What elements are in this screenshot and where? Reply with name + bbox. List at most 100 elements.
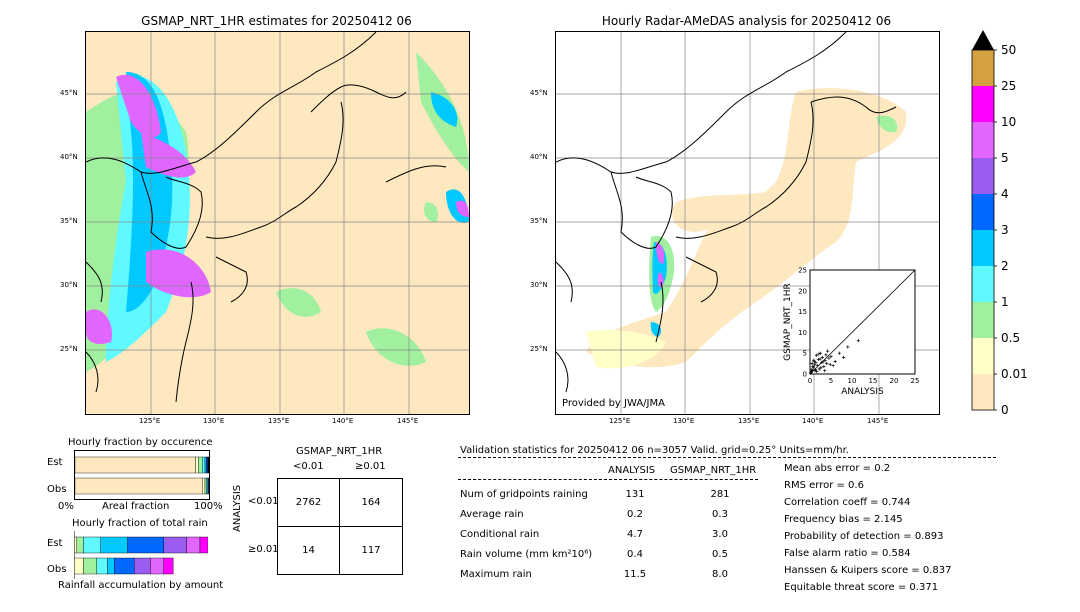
score-pod: Probability of detection = 0.893 (784, 531, 944, 542)
contingency-cell-yy: 117 (361, 545, 381, 556)
scatter-x-tick: 15 (869, 377, 878, 385)
scatter-point (821, 360, 825, 364)
right-coastline (556, 32, 897, 393)
fraction-segment (76, 536, 84, 554)
scatter-point (831, 364, 835, 368)
scatter-point (814, 353, 818, 357)
scatter-point (824, 353, 828, 357)
right-lon-130: 130°E (673, 417, 695, 425)
right-lat-40: 40°N (530, 153, 548, 161)
scatter-inset: 0 0 5 5 10 10 15 15 20 20 25 25 ANALYSIS GSMAP_NRT_1H… (780, 262, 925, 402)
scatter-y-tick: 0 (803, 371, 807, 379)
scatter-point (828, 362, 832, 367)
scatter-point (810, 368, 815, 372)
fraction-segment (100, 536, 128, 554)
scatter-point (815, 364, 820, 368)
colorbar-label: 0.5 (1001, 331, 1020, 345)
colorbar-segment (972, 50, 994, 86)
scatter-point (817, 352, 821, 356)
contingency-cell-ny: 164 (361, 497, 381, 508)
left-lat-30: 30°N (60, 281, 78, 289)
score-far: False alarm ratio = 0.584 (784, 548, 911, 559)
scatter-point (814, 361, 818, 365)
colorbar-segment (972, 338, 994, 374)
fraction-segment (195, 456, 199, 474)
rain-fraction-title: Hourly fraction of total rain (72, 518, 208, 529)
fraction-segment (163, 536, 187, 554)
fraction-segment (107, 557, 115, 575)
scatter-y-tick: 15 (798, 308, 807, 316)
contingency-grid: 2762 164 14 117 (277, 478, 403, 575)
colorbar-segment (972, 158, 994, 194)
scatter-ylabel: GSMAP_NRT_1HR (783, 283, 793, 361)
scatter-y-tick: 10 (798, 329, 807, 337)
colorbar-segment (972, 374, 994, 410)
contingency-col-no: <0.01 (293, 461, 324, 472)
fraction-segment (74, 477, 203, 495)
contingency-header: GSMAP_NRT_1HR (296, 446, 383, 457)
scatter-x-tick: 0 (808, 377, 812, 385)
fraction-segment (208, 477, 210, 495)
colorbar-segment (972, 266, 994, 302)
left-lat-35: 35°N (60, 217, 78, 225)
occurrence-est-label: Est (47, 457, 63, 468)
scatter-point (810, 362, 814, 366)
scatter-point (809, 371, 813, 375)
scatter-point (823, 359, 827, 363)
val-row-gsmap: 0.3 (712, 509, 728, 520)
right-map-title: Hourly Radar-AMeDAS analysis for 2025041… (601, 14, 892, 28)
colorbar: 50 25 10 5 4 3 2 1 0.5 0.01 0 (970, 30, 1050, 422)
scatter-point (812, 358, 816, 362)
right-lon-140: 140°E (802, 417, 824, 425)
fraction-segment (73, 557, 84, 575)
scatter-point (827, 356, 831, 360)
colorbar-label: 2 (1001, 259, 1009, 273)
contingency-side-label: ANALYSIS (232, 484, 243, 532)
contingency-row-yes: ≥0.01 (248, 544, 279, 555)
scatter-diagonal (809, 269, 916, 375)
validation-divider-2 (458, 479, 758, 480)
scatter-point (819, 366, 823, 370)
fraction-segment (206, 477, 208, 495)
scatter-point (856, 339, 860, 343)
colorbar-segment (972, 86, 994, 122)
colorbar-label: 5 (1001, 151, 1009, 165)
score-corr: Correlation coeff = 0.744 (784, 497, 911, 508)
occurrence-axis-right: 100% (194, 501, 223, 512)
right-lat-25: 25°N (530, 345, 548, 353)
scatter-point (813, 363, 817, 367)
scatter-point (826, 349, 830, 353)
fraction-segment (127, 536, 164, 554)
scatter-point (833, 359, 837, 364)
val-row-analysis: 0.2 (627, 509, 643, 520)
fraction-segment (199, 536, 209, 554)
fraction-segment (204, 456, 207, 474)
fraction-segment (204, 477, 207, 495)
scatter-point (822, 364, 826, 369)
left-rain-pattern (86, 52, 469, 372)
scatter-y-tick: 20 (798, 287, 807, 295)
val-row-label: Average rain (460, 509, 524, 520)
score-rms: RMS error = 0.6 (784, 480, 864, 491)
fraction-segment (186, 536, 201, 554)
fraction-segment (134, 557, 151, 575)
right-lat-35: 35°N (530, 217, 548, 225)
scatter-point (842, 355, 846, 359)
val-row-label: Rain volume (mm km²10⁶) (460, 549, 593, 560)
left-lon-125: 125°E (139, 417, 161, 425)
scatter-x-tick: 10 (848, 377, 857, 385)
fraction-segment (150, 557, 164, 575)
scatter-x-tick: 5 (829, 377, 833, 385)
colorbar-svg: 50 25 10 5 4 3 2 1 0.5 0.01 0 (971, 30, 1028, 417)
scatter-point (818, 357, 822, 361)
left-lat-45: 45°N (60, 89, 78, 97)
val-row-gsmap: 281 (710, 489, 730, 500)
colorbar-segment (972, 194, 994, 230)
rain-fraction-obs-label: Obs (47, 564, 67, 575)
left-coastline (86, 32, 447, 403)
fraction-segment (96, 557, 108, 575)
fraction-segment (83, 536, 102, 554)
colorbar-segment (972, 122, 994, 158)
right-map: Provided by JWA/JMA (555, 31, 940, 415)
colorbar-label: 4 (1001, 187, 1009, 201)
